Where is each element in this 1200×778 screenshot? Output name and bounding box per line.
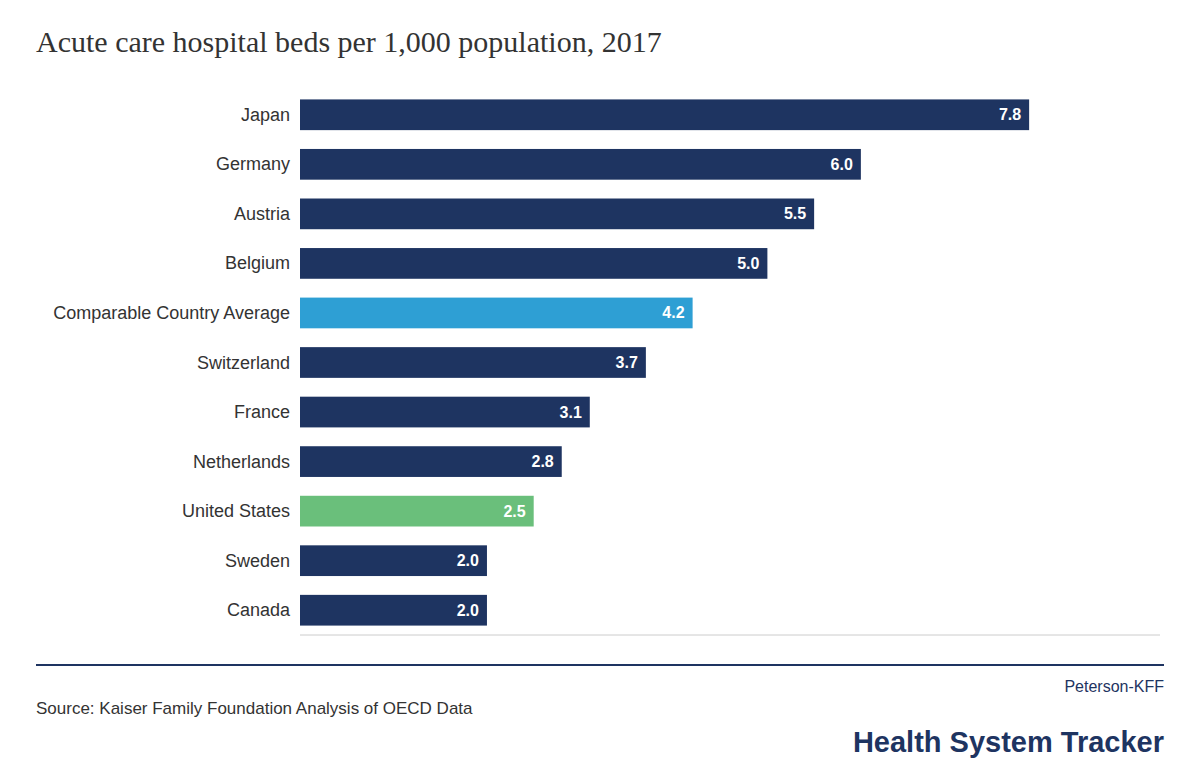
bar (300, 446, 562, 477)
bar (300, 545, 487, 576)
y-tick-label: Comparable Country Average (53, 303, 290, 323)
data-label: 2.8 (531, 453, 553, 470)
y-tick-label: Switzerland (197, 353, 290, 373)
data-label: 3.7 (616, 354, 638, 371)
bar (300, 99, 1029, 130)
brand-line: Health System Tracker (853, 726, 1164, 758)
y-tick-label: Netherlands (193, 452, 290, 472)
y-tick-label: Germany (216, 154, 290, 174)
y-tick-label: Belgium (225, 253, 290, 273)
bars (300, 99, 1029, 625)
bar (300, 199, 814, 230)
chart: Acute care hospital beds per 1,000 popul… (0, 0, 1200, 778)
data-label: 5.0 (737, 255, 759, 272)
bar (300, 248, 767, 279)
y-tick-label: Sweden (225, 551, 290, 571)
separator (36, 664, 1164, 666)
y-tick-label: France (234, 402, 290, 422)
data-label: 2.0 (457, 552, 479, 569)
x-axis-line (300, 635, 1160, 636)
data-label: 7.8 (999, 106, 1021, 123)
y-tick-labels: Japan Germany Austria Belgium Comparable Cou… (53, 105, 291, 620)
data-labels: 7.8 6.0 5.5 5.0 4.2 3.7 3.1 2.8 2.5 2.0 2.0 (457, 106, 1022, 618)
bar (300, 496, 534, 527)
y-tick-label: United States (182, 501, 290, 521)
bar (300, 595, 487, 626)
data-label: 5.5 (784, 205, 806, 222)
data-label: 6.0 (831, 156, 853, 173)
data-label: 2.0 (457, 602, 479, 619)
source-note: Source: Kaiser Family Foundation Analysi… (36, 699, 473, 718)
y-tick-label: Japan (241, 105, 290, 125)
y-tick-label: Austria (234, 204, 291, 224)
data-label: 3.1 (560, 404, 582, 421)
bar (300, 149, 861, 180)
bar (300, 397, 590, 428)
data-label: 2.5 (503, 503, 525, 520)
bar (300, 298, 693, 329)
y-tick-label: Canada (227, 600, 291, 620)
title: Acute care hospital beds per 1,000 popul… (36, 25, 662, 58)
data-label: 4.2 (662, 304, 684, 321)
bar (300, 347, 646, 378)
brand-line: Peterson-KFF (1064, 678, 1164, 695)
